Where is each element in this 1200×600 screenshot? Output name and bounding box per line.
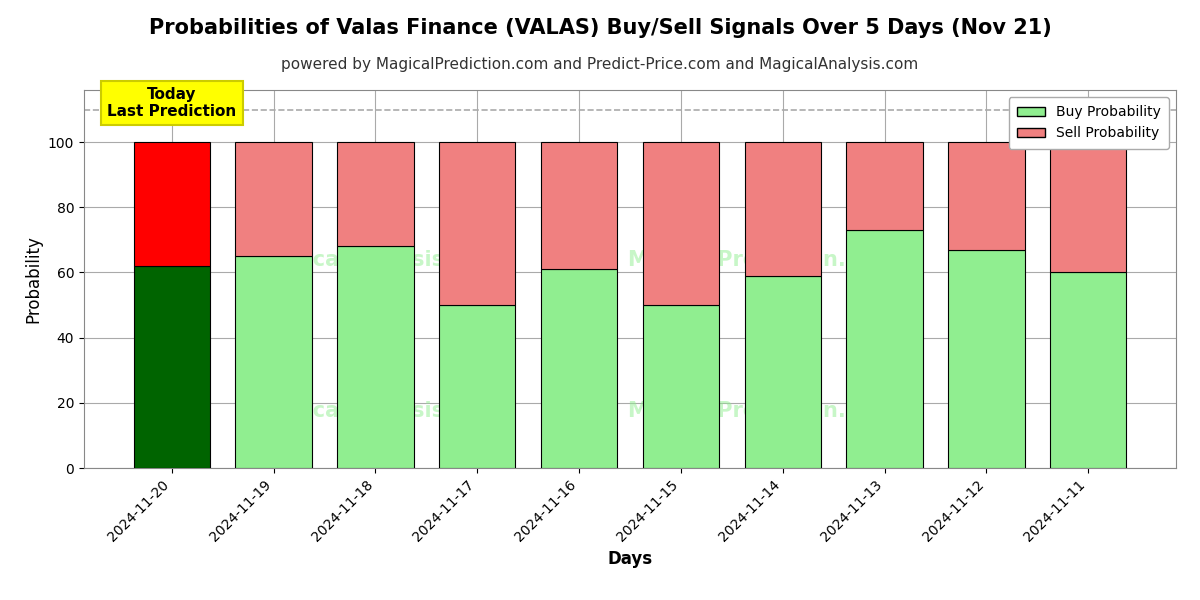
Bar	[1050, 142, 1127, 272]
Text: MagicalPrediction.com: MagicalPrediction.com	[628, 250, 895, 270]
Bar	[948, 250, 1025, 468]
Bar	[948, 142, 1025, 250]
Bar	[541, 142, 617, 269]
Bar	[744, 276, 821, 468]
Bar	[1050, 272, 1127, 468]
Text: MagicalPrediction.com: MagicalPrediction.com	[628, 401, 895, 421]
Text: Probabilities of Valas Finance (VALAS) Buy/Sell Signals Over 5 Days (Nov 21): Probabilities of Valas Finance (VALAS) B…	[149, 18, 1051, 38]
Legend: Buy Probability, Sell Probability: Buy Probability, Sell Probability	[1009, 97, 1169, 149]
Bar	[439, 142, 516, 305]
Bar	[133, 142, 210, 266]
Text: Today
Last Prediction: Today Last Prediction	[107, 87, 236, 119]
Bar	[235, 256, 312, 468]
Bar	[235, 142, 312, 256]
Bar	[439, 305, 516, 468]
Bar	[337, 142, 414, 247]
Bar	[541, 269, 617, 468]
X-axis label: Days: Days	[607, 550, 653, 568]
Text: MagicalAnalysis.com: MagicalAnalysis.com	[257, 250, 502, 270]
Bar	[643, 305, 719, 468]
Bar	[846, 230, 923, 468]
Bar	[133, 266, 210, 468]
Text: MagicalAnalysis.com: MagicalAnalysis.com	[257, 401, 502, 421]
Bar	[643, 142, 719, 305]
Bar	[846, 142, 923, 230]
Bar	[337, 247, 414, 468]
Text: powered by MagicalPrediction.com and Predict-Price.com and MagicalAnalysis.com: powered by MagicalPrediction.com and Pre…	[281, 57, 919, 72]
Y-axis label: Probability: Probability	[24, 235, 42, 323]
Bar	[744, 142, 821, 276]
